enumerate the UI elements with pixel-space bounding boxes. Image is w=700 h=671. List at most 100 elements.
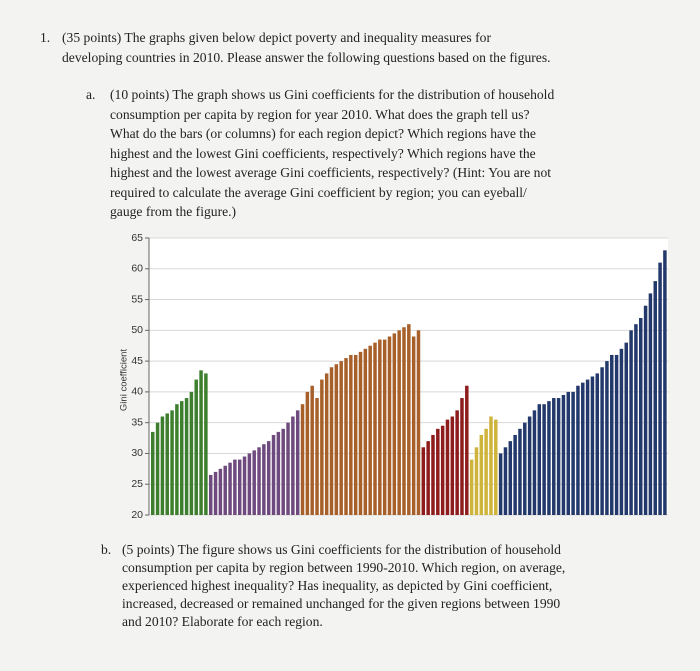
bar	[266, 441, 271, 515]
bar	[281, 428, 285, 515]
bar	[339, 361, 343, 515]
bar	[416, 330, 421, 515]
bar	[378, 339, 382, 515]
part-line: highest and the lowest Gini coefficients…	[110, 145, 536, 161]
bar	[436, 428, 440, 515]
bar	[581, 382, 585, 515]
bar	[213, 471, 218, 515]
question-line: (35 points) The graphs given below depic…	[62, 30, 491, 45]
bar	[199, 370, 203, 515]
bar	[547, 401, 551, 515]
bar	[184, 398, 189, 515]
bar	[532, 410, 537, 515]
bar	[426, 441, 430, 515]
y-tick-label: 35	[131, 416, 143, 428]
y-tick-label: 65	[131, 232, 143, 244]
bar	[411, 336, 416, 515]
bar	[643, 305, 648, 515]
part-line: required to calculate the average Gini c…	[110, 184, 527, 200]
bar	[324, 373, 329, 515]
bar	[556, 398, 561, 515]
bar	[450, 416, 455, 515]
bar	[571, 391, 575, 515]
bar	[494, 419, 498, 515]
bar	[344, 358, 348, 515]
bar	[624, 342, 628, 515]
bar	[508, 441, 513, 515]
bar	[165, 413, 169, 515]
part-line: experienced highest inequality? Has ineq…	[122, 578, 553, 593]
part-line: consumption per capita by region between…	[122, 560, 566, 575]
bar	[561, 394, 566, 515]
bar	[392, 333, 397, 515]
y-tick-label: 25	[131, 478, 143, 490]
y-tick-label: 20	[131, 509, 143, 521]
part-line: consumption per capita by region for yea…	[110, 106, 530, 122]
bar	[218, 468, 223, 515]
bar	[295, 410, 300, 515]
bar	[271, 434, 276, 515]
y-tick-label: 50	[131, 324, 143, 336]
bar	[465, 385, 469, 515]
bar	[653, 281, 657, 515]
bar	[252, 450, 256, 515]
bar	[358, 351, 363, 515]
part-label: b.	[101, 542, 112, 557]
bar	[310, 385, 314, 515]
bar	[590, 376, 595, 515]
bar	[431, 434, 435, 515]
bar	[585, 379, 590, 515]
bar	[189, 391, 194, 515]
bar	[151, 431, 155, 515]
bar	[552, 398, 556, 515]
bar	[402, 327, 406, 515]
part-line: (10 points) The graph shows us Gini coef…	[110, 87, 555, 102]
y-tick-label: 45	[131, 355, 143, 367]
bar	[262, 444, 266, 515]
bar	[242, 456, 247, 515]
bar	[160, 416, 165, 515]
bar	[228, 462, 232, 515]
bar	[257, 447, 261, 515]
bar	[208, 474, 213, 515]
bar	[349, 354, 353, 515]
part-line: What do the bars (or columns) for each r…	[110, 126, 536, 141]
bar	[334, 364, 339, 515]
bar	[634, 324, 638, 515]
bar	[605, 361, 609, 515]
y-axis-label: Gini coefficient	[119, 349, 130, 411]
bar	[387, 336, 392, 515]
bar	[503, 447, 508, 515]
bar	[639, 318, 643, 515]
bar	[175, 404, 179, 515]
bar	[614, 354, 619, 515]
bar	[527, 416, 532, 515]
bar	[223, 465, 227, 515]
bar	[489, 416, 493, 515]
bar	[155, 422, 160, 515]
bar	[373, 342, 377, 515]
bar	[305, 391, 310, 515]
bar	[523, 422, 527, 515]
question-line: developing countries in 2010. Please ans…	[62, 50, 551, 65]
bar	[179, 401, 184, 515]
bar	[300, 404, 305, 515]
bar	[513, 434, 517, 515]
part-label: a.	[86, 87, 96, 102]
bar	[595, 373, 600, 515]
bar	[484, 428, 488, 515]
bar	[537, 404, 542, 515]
bar	[170, 410, 174, 515]
bar	[204, 373, 208, 515]
bar	[474, 447, 479, 515]
part-line: and 2010? Elaborate for each region.	[122, 614, 323, 629]
bar	[291, 416, 295, 515]
bar	[498, 453, 503, 515]
bar	[566, 391, 571, 515]
part-line: (5 points) The figure shows us Gini coef…	[122, 542, 561, 557]
bar	[237, 459, 242, 515]
bar	[247, 453, 252, 515]
bar	[619, 348, 624, 515]
